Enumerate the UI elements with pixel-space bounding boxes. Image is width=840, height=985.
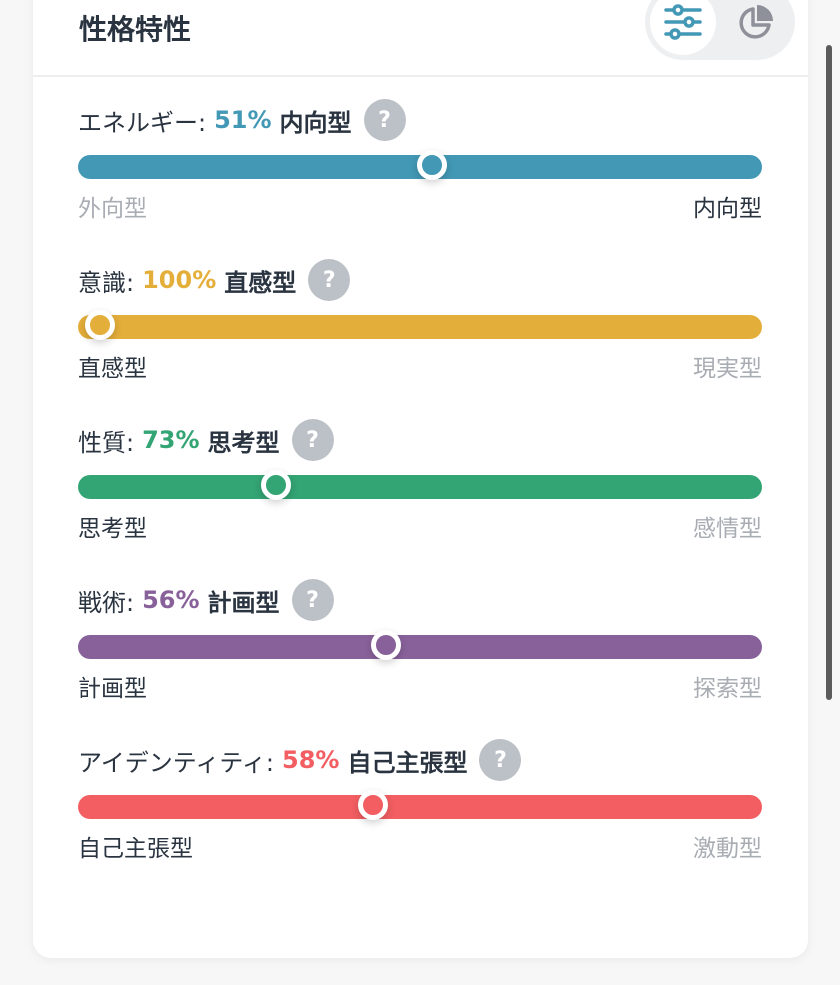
left-pole-label: 思考型	[78, 516, 147, 542]
right-pole-label: 感情型	[693, 516, 762, 542]
trait-label: 戦術: 56% 計画型 ?	[78, 579, 762, 621]
trait-slider-knob	[371, 630, 401, 660]
trait-label: 意識: 100% 直感型 ?	[78, 259, 762, 301]
trait-percent: 58%	[282, 746, 340, 774]
trait-slider-track	[78, 150, 762, 180]
trait-name: エネルギー:	[78, 108, 207, 137]
trait-label: 性質: 73% 思考型 ?	[78, 419, 762, 461]
trait-slider-track	[78, 630, 762, 660]
trait-type: 思考型	[207, 428, 280, 457]
trait-row: 意識: 100% 直感型 ? 直感型 現実型	[78, 259, 762, 383]
trait-slider-knob	[260, 470, 291, 500]
help-button[interactable]: ?	[291, 419, 334, 461]
trait-type: 自己主張型	[347, 748, 468, 777]
trait-slider-track	[78, 470, 762, 500]
trait-percent: 51%	[214, 106, 272, 134]
help-button[interactable]: ?	[291, 579, 334, 621]
trait-row: 戦術: 56% 計画型 ? 計画型 探索型	[78, 579, 762, 703]
trait-row: アイデンティティ: 58% 自己主張型 ? 自己主張型 激動型	[78, 739, 762, 863]
trait-name: 性質:	[78, 428, 135, 457]
trait-percent: 73%	[142, 426, 200, 454]
trait-row: 性質: 73% 思考型 ? 思考型 感情型	[78, 419, 762, 543]
pie-chart-icon	[739, 5, 773, 39]
trait-slider-knob	[358, 790, 388, 820]
left-pole-label: 外向型	[78, 196, 147, 222]
sliders-view-button[interactable]	[650, 0, 716, 55]
card-header: 性格特性	[33, 0, 808, 77]
sliders-icon	[664, 4, 702, 40]
trait-percent: 100%	[142, 266, 217, 294]
left-pole-label: 自己主張型	[78, 836, 193, 862]
left-pole-label: 計画型	[78, 676, 147, 702]
view-toggle	[645, 0, 795, 60]
trait-slider-track	[78, 310, 762, 340]
trait-poles: 自己主張型 激動型	[78, 829, 762, 863]
trait-name: 戦術:	[78, 588, 135, 617]
trait-slider-track	[78, 790, 762, 820]
right-pole-label: 激動型	[693, 836, 762, 862]
trait-poles: 思考型 感情型	[78, 509, 762, 543]
scrollbar[interactable]	[826, 45, 832, 700]
trait-label: アイデンティティ: 58% 自己主張型 ?	[78, 739, 762, 781]
chart-view-button[interactable]	[723, 0, 789, 55]
trait-poles: 直感型 現実型	[78, 349, 762, 383]
trait-type: 計画型	[207, 588, 280, 617]
trait-label: エネルギー: 51% 内向型 ?	[78, 99, 762, 141]
right-pole-label: 内向型	[693, 196, 762, 222]
trait-poles: 計画型 探索型	[78, 669, 762, 703]
right-pole-label: 現実型	[693, 356, 762, 382]
trait-poles: 外向型 内向型	[78, 189, 762, 223]
trait-percent: 56%	[142, 586, 200, 614]
help-button[interactable]: ?	[363, 99, 406, 141]
trait-slider-knob	[85, 310, 115, 340]
trait-name: アイデンティティ:	[78, 748, 275, 777]
left-pole-label: 直感型	[78, 356, 147, 382]
page-title: 性格特性	[79, 13, 192, 46]
right-pole-label: 探索型	[693, 676, 762, 702]
trait-row: エネルギー: 51% 内向型 ? 外向型 内向型	[78, 99, 762, 223]
trait-type: 直感型	[224, 268, 297, 297]
help-button[interactable]: ?	[308, 259, 351, 301]
trait-type: 内向型	[279, 108, 352, 137]
help-button[interactable]: ?	[479, 739, 522, 781]
personality-traits-card: 性格特性 エネルギー: 51% 内向型 ? 外向型	[33, 0, 808, 958]
trait-name: 意識:	[78, 268, 135, 297]
trait-slider-knob	[416, 150, 447, 180]
